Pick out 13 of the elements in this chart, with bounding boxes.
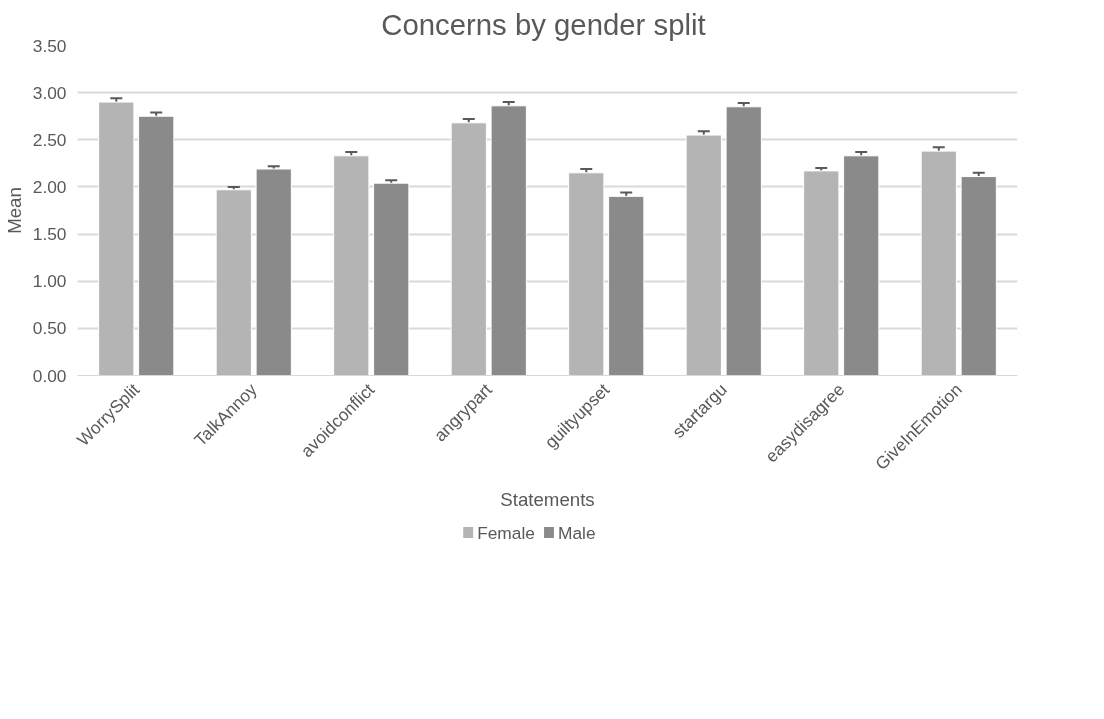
y-tick-label: 0.50 — [32, 318, 67, 339]
y-tick-label: 2.00 — [32, 176, 67, 197]
y-tick-label: 3.00 — [32, 82, 67, 103]
y-tick-label: 0.00 — [32, 365, 67, 386]
x-axis-title: Statements — [500, 488, 595, 510]
y-tick-label: 1.50 — [32, 224, 67, 245]
y-tick-label: 3.50 — [32, 35, 67, 56]
legend-label: Male — [557, 522, 596, 543]
chart-title: Concerns by gender split — [381, 7, 706, 41]
y-tick-label: 1.00 — [32, 271, 67, 292]
y-tick-label: 2.50 — [32, 129, 67, 150]
y-axis-title: Mean — [3, 187, 25, 234]
legend-label: Female — [477, 522, 535, 543]
